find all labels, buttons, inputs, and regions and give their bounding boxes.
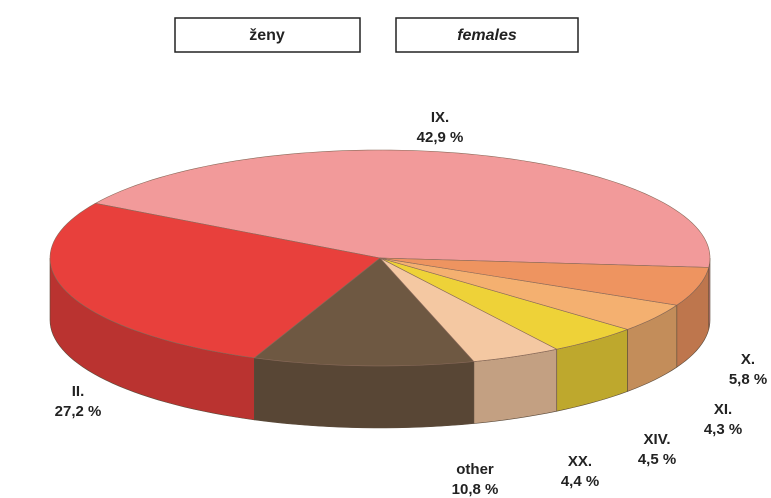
slice-label: II. (72, 383, 85, 400)
slice-value-label: 10,8 % (452, 481, 499, 498)
slice (379, 257, 629, 350)
slice-label: other (456, 461, 494, 478)
slice-value-label: 5,8 % (729, 371, 767, 388)
title-box (174, 17, 361, 53)
subtitle-box (395, 17, 579, 53)
chart-title: ženy (249, 27, 285, 44)
slice-label: IX. (431, 109, 449, 126)
slice (379, 257, 710, 306)
slice-value-label: 42,9 % (417, 129, 464, 146)
slice-value-label: 4,4 % (561, 473, 599, 490)
slice-value-label: 27,2 % (55, 403, 102, 420)
slice-value-label: 4,5 % (638, 451, 676, 468)
slice-label: X. (741, 351, 755, 368)
slice-value-label: 4,3 % (704, 421, 742, 438)
chart-subtitle: females (457, 27, 517, 44)
slice (253, 257, 475, 367)
slice (379, 257, 678, 330)
slice (94, 149, 711, 268)
slice-side (254, 357, 475, 429)
slice-label: XX. (568, 453, 592, 470)
slice (379, 257, 558, 362)
pie-tops (49, 149, 711, 367)
slice-label: XIV. (644, 431, 671, 448)
slice (49, 203, 381, 359)
pie-labels: IX. 42,9 % II. 27,2 % other 10,8 % XX. 4,4 % XIV… (55, 109, 768, 498)
slice-label: XI. (714, 401, 732, 418)
